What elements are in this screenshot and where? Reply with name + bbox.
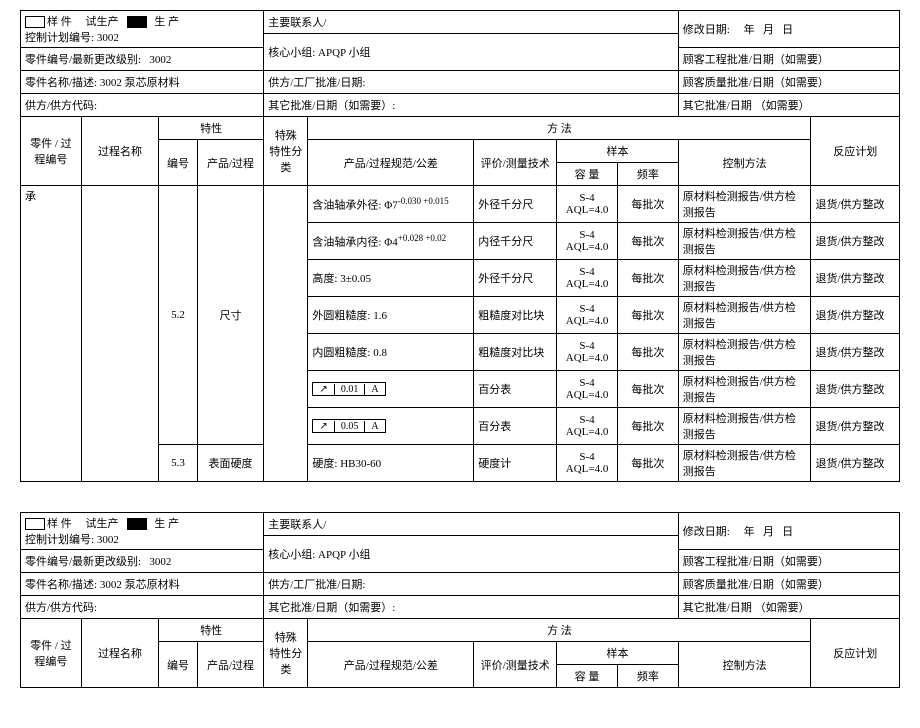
- sample-label: 样 件: [47, 16, 72, 28]
- plan-no-label: 控制计划编号:: [25, 32, 94, 44]
- col-special: 特殊 特性分类: [264, 117, 308, 186]
- other-approval: 其它批准/日期（如需要）:: [264, 94, 679, 117]
- col-freq: 频率: [617, 163, 678, 186]
- plan-no: 3002: [97, 32, 119, 44]
- prod-label: 生 产: [154, 16, 179, 28]
- part-desc-label: 零件名称/描述:: [25, 77, 97, 89]
- col-char: 特性: [159, 117, 264, 140]
- table-row: 承 5.2 尺寸 含油轴承外径: Φ7-0.030 +0.015 外径千分尺 S…: [21, 186, 900, 223]
- control-plan-table-2: 样 件 试生产 生 产 控制计划编号: 3002 主要联系人/ 修改日期: 年 …: [20, 512, 900, 688]
- col-reaction: 反应计划: [811, 117, 900, 186]
- supplier-code: 供方/供方代码:: [21, 94, 264, 117]
- contact: 主要联系人/: [264, 11, 679, 34]
- col-eval: 评价/测量技术: [474, 140, 557, 186]
- control-plan-table-1: 样 件 试生产 生 产 控制计划编号: 3002 主要联系人/ 修改日期: 年 …: [20, 10, 900, 482]
- rev-date: 修改日期:: [683, 24, 730, 36]
- col-control: 控制方法: [678, 140, 811, 186]
- part-rev-label: 零件编号/最新更改级别:: [25, 54, 141, 66]
- col-sample: 样本: [557, 140, 679, 163]
- col-method: 方 法: [308, 117, 811, 140]
- other-approval2: 其它批准/日期 （如需要）: [678, 94, 899, 117]
- col-spec: 产品/过程规范/公差: [308, 140, 474, 186]
- col-qty: 容 量: [557, 163, 618, 186]
- supplier-approval: 供方/工厂批准/日期:: [264, 71, 679, 94]
- core-team: 核心小组: APQP 小组: [264, 34, 679, 71]
- col-no: 编号: [159, 140, 198, 186]
- col-proc-name: 过程名称: [81, 117, 158, 186]
- trial-label: 试生产: [86, 16, 119, 28]
- col-part-proc: 零件 / 过程编号: [21, 117, 82, 186]
- cust-eng: 顾客工程批准/日期（如需要）: [678, 48, 899, 71]
- col-prod-proc: 产品/过程: [197, 140, 263, 186]
- cust-quality: 顾客质量批准/日期（如需要）: [678, 71, 899, 94]
